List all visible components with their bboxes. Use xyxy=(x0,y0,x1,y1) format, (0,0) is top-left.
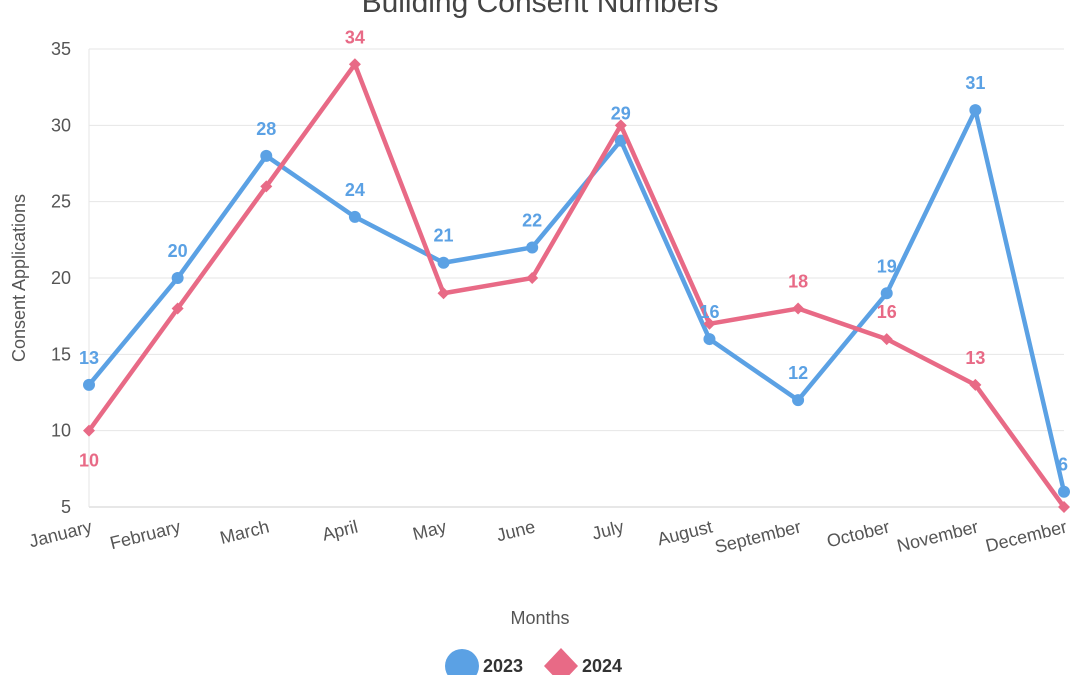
point-2023 xyxy=(171,272,184,284)
data-label-2024: 13 xyxy=(965,348,985,368)
x-tick-label: December xyxy=(984,516,1069,555)
data-label-2023: 28 xyxy=(256,119,276,139)
x-tick-label: May xyxy=(411,516,449,544)
y-tick-label: 35 xyxy=(51,39,71,59)
x-tick-label: June xyxy=(494,516,537,545)
x-tick-label: October xyxy=(825,516,892,551)
point-2023 xyxy=(792,394,805,407)
data-labels: 13 20 28 24 21 22 29 16 12 19 31 6 10 34 18 16 13 xyxy=(79,27,1068,474)
data-label-2023: 6 xyxy=(1058,455,1068,475)
point-2024 xyxy=(703,317,716,330)
point-2024 xyxy=(171,302,184,315)
data-label-2023: 16 xyxy=(699,302,719,322)
legend-label-2024[interactable]: 2024 xyxy=(582,656,622,675)
point-2024 xyxy=(526,272,539,284)
point-2023 xyxy=(969,104,982,117)
data-label-2024: 10 xyxy=(79,451,99,471)
chart-title: Building Consent Numbers xyxy=(362,0,719,19)
data-label-2023: 21 xyxy=(434,226,454,246)
data-label-2024: 16 xyxy=(877,302,897,322)
point-2023 xyxy=(83,378,95,391)
x-axis-label: Months xyxy=(510,608,569,628)
data-label-2023: 24 xyxy=(345,180,365,200)
x-tick-label: November xyxy=(895,516,980,555)
x-tick-label: February xyxy=(108,516,183,553)
y-tick-label: 25 xyxy=(51,192,71,212)
point-2024 xyxy=(348,58,361,71)
point-2024 xyxy=(260,180,273,193)
y-tick-label: 5 xyxy=(61,497,71,517)
y-tick-label: 20 xyxy=(51,268,71,288)
data-label-2023: 12 xyxy=(788,363,808,383)
y-tick-label: 30 xyxy=(51,115,71,135)
point-2023 xyxy=(437,256,450,269)
point-2024 xyxy=(792,302,805,315)
data-label-2023: 31 xyxy=(965,73,985,93)
point-2024 xyxy=(880,333,893,346)
point-2023 xyxy=(348,210,361,223)
point-2023 xyxy=(880,287,893,300)
legend-label-2023[interactable]: 2023 xyxy=(483,656,523,675)
data-label-2024: 18 xyxy=(788,272,808,292)
series-group xyxy=(83,58,1070,513)
x-tick-label: April xyxy=(320,516,360,544)
x-tick-label: July xyxy=(590,516,626,543)
legend-marker-2023[interactable] xyxy=(445,649,479,675)
point-2024 xyxy=(83,424,95,437)
series-line-2023 xyxy=(86,107,1067,494)
legend: 2023 2024 xyxy=(445,648,622,675)
data-label-2023: 13 xyxy=(79,348,99,368)
x-tick-label: August xyxy=(655,516,714,549)
y-axis-ticks: 5 10 15 20 25 30 35 xyxy=(51,39,71,517)
point-2024 xyxy=(614,119,627,132)
grid-lines xyxy=(88,48,1064,508)
data-label-2023: 22 xyxy=(522,210,542,230)
data-label-2023: 19 xyxy=(877,256,897,276)
point-2024 xyxy=(969,378,982,391)
data-label-2023: 29 xyxy=(611,104,631,124)
x-axis-ticks: January February March April May June July Augu… xyxy=(27,516,1069,557)
point-2024 xyxy=(1058,501,1070,513)
x-tick-label: September xyxy=(713,516,803,557)
y-axis-label: Consent Applications xyxy=(9,194,29,362)
y-tick-label: 10 xyxy=(51,421,71,441)
point-2024 xyxy=(437,287,450,300)
point-2023 xyxy=(1058,485,1070,498)
point-2023 xyxy=(703,333,716,346)
legend-marker-2024[interactable] xyxy=(544,648,578,675)
x-tick-label: January xyxy=(27,516,94,551)
point-2023 xyxy=(260,149,273,162)
x-tick-label: March xyxy=(218,516,271,548)
series-line-2024 xyxy=(86,62,1067,510)
y-tick-label: 15 xyxy=(51,344,71,364)
point-2023 xyxy=(526,241,539,254)
data-label-2024: 34 xyxy=(345,27,365,47)
data-label-2023: 20 xyxy=(168,241,188,261)
point-2023 xyxy=(614,134,627,147)
